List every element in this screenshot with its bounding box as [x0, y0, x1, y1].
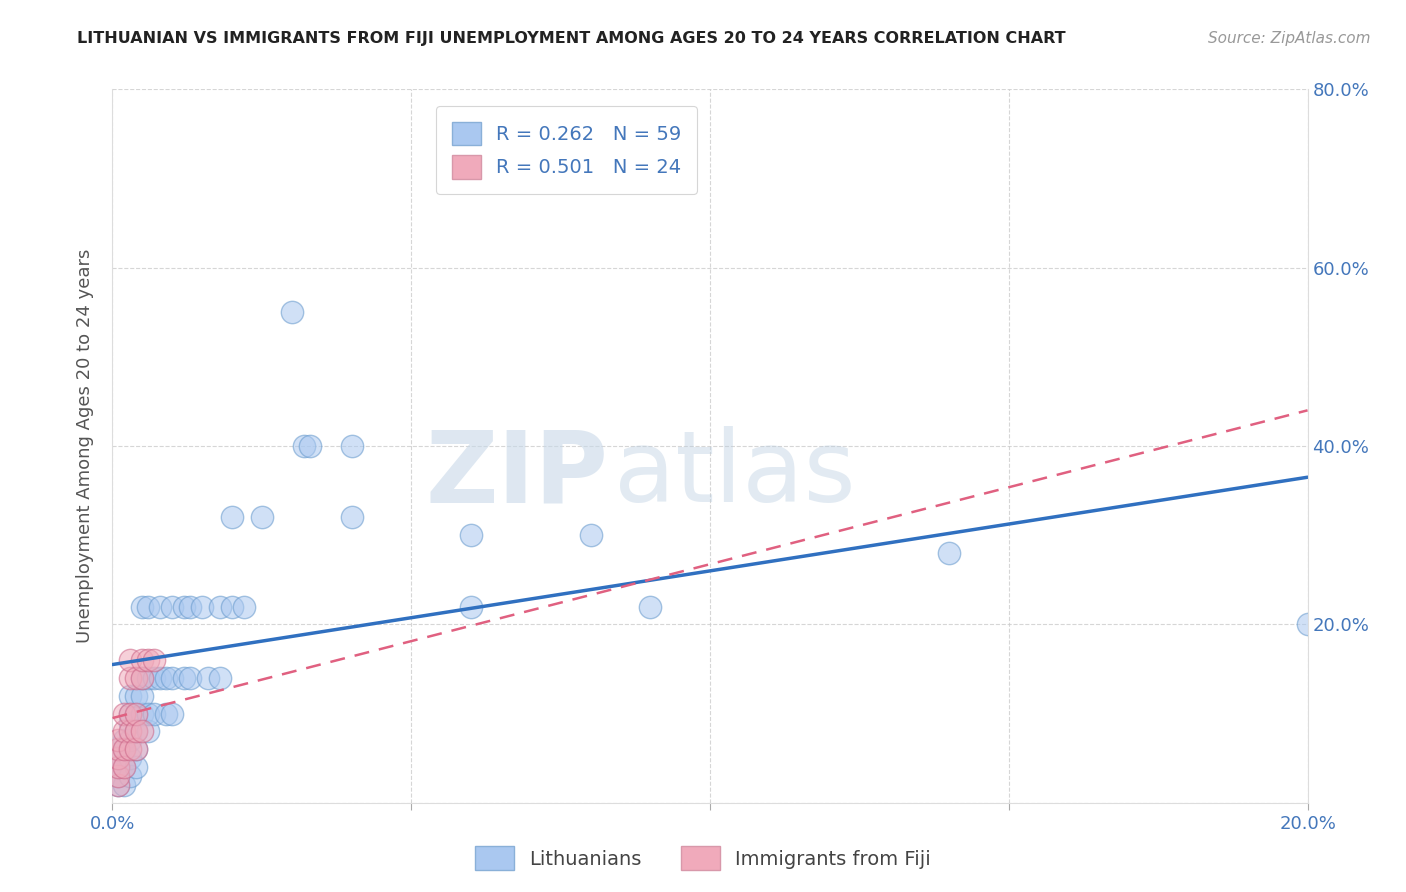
Point [191, 599, 214, 614]
Point [179, 599, 201, 614]
Point [114, 742, 135, 756]
Point [131, 671, 153, 685]
Point [114, 706, 135, 721]
Point [179, 671, 201, 685]
Point [149, 671, 172, 685]
Point [114, 778, 135, 792]
Text: atlas: atlas [614, 426, 856, 523]
Point [120, 706, 142, 721]
Point [143, 653, 166, 667]
Point [107, 769, 129, 783]
Point [125, 760, 148, 774]
Point [114, 724, 135, 739]
Point [114, 742, 135, 756]
Y-axis label: Unemployment Among Ages 20 to 24 years: Unemployment Among Ages 20 to 24 years [76, 249, 94, 643]
Point [107, 769, 129, 783]
Point [125, 742, 148, 756]
Point [107, 751, 129, 765]
Point [460, 599, 482, 614]
Legend: R = 0.262   N = 59, R = 0.501   N = 24: R = 0.262 N = 59, R = 0.501 N = 24 [436, 106, 697, 194]
Point [1296, 617, 1319, 632]
Point [125, 671, 148, 685]
Point [120, 689, 142, 703]
Text: LITHUANIAN VS IMMIGRANTS FROM FIJI UNEMPLOYMENT AMONG AGES 20 TO 24 YEARS CORREL: LITHUANIAN VS IMMIGRANTS FROM FIJI UNEMP… [77, 31, 1066, 46]
Point [579, 528, 602, 542]
Point [107, 751, 129, 765]
Point [281, 305, 304, 319]
Point [460, 528, 482, 542]
Point [120, 671, 142, 685]
Point [162, 671, 183, 685]
Point [209, 671, 232, 685]
Point [131, 653, 153, 667]
Point [114, 733, 135, 747]
Point [120, 769, 142, 783]
Point [173, 599, 195, 614]
Point [138, 653, 160, 667]
Point [340, 510, 363, 524]
Text: ZIP: ZIP [426, 426, 609, 523]
Point [209, 599, 232, 614]
Point [114, 760, 135, 774]
Point [107, 778, 129, 792]
Point [131, 671, 153, 685]
Point [173, 671, 195, 685]
Point [938, 546, 960, 560]
Point [162, 599, 183, 614]
Point [120, 653, 142, 667]
Point [197, 671, 219, 685]
Point [107, 760, 129, 774]
Point [125, 724, 148, 739]
Point [221, 599, 243, 614]
Legend: Lithuanians, Immigrants from Fiji: Lithuanians, Immigrants from Fiji [467, 838, 939, 878]
Point [221, 510, 243, 524]
Text: Source: ZipAtlas.com: Source: ZipAtlas.com [1208, 31, 1371, 46]
Point [298, 439, 321, 453]
Point [107, 760, 129, 774]
Point [131, 724, 153, 739]
Point [138, 599, 160, 614]
Point [143, 671, 166, 685]
Point [162, 706, 183, 721]
Point [120, 751, 142, 765]
Point [250, 510, 273, 524]
Point [125, 742, 148, 756]
Point [125, 689, 148, 703]
Point [138, 724, 160, 739]
Point [131, 689, 153, 703]
Point [107, 733, 129, 747]
Point [125, 706, 148, 721]
Point [155, 706, 177, 721]
Point [120, 742, 142, 756]
Point [131, 706, 153, 721]
Point [138, 671, 160, 685]
Point [120, 706, 142, 721]
Point [107, 742, 129, 756]
Point [138, 706, 160, 721]
Point [233, 599, 256, 614]
Point [292, 439, 315, 453]
Point [125, 706, 148, 721]
Point [114, 760, 135, 774]
Point [120, 715, 142, 730]
Point [640, 599, 662, 614]
Point [131, 599, 153, 614]
Point [120, 724, 142, 739]
Point [125, 724, 148, 739]
Point [149, 599, 172, 614]
Point [143, 706, 166, 721]
Point [340, 439, 363, 453]
Point [120, 733, 142, 747]
Point [107, 778, 129, 792]
Point [155, 671, 177, 685]
